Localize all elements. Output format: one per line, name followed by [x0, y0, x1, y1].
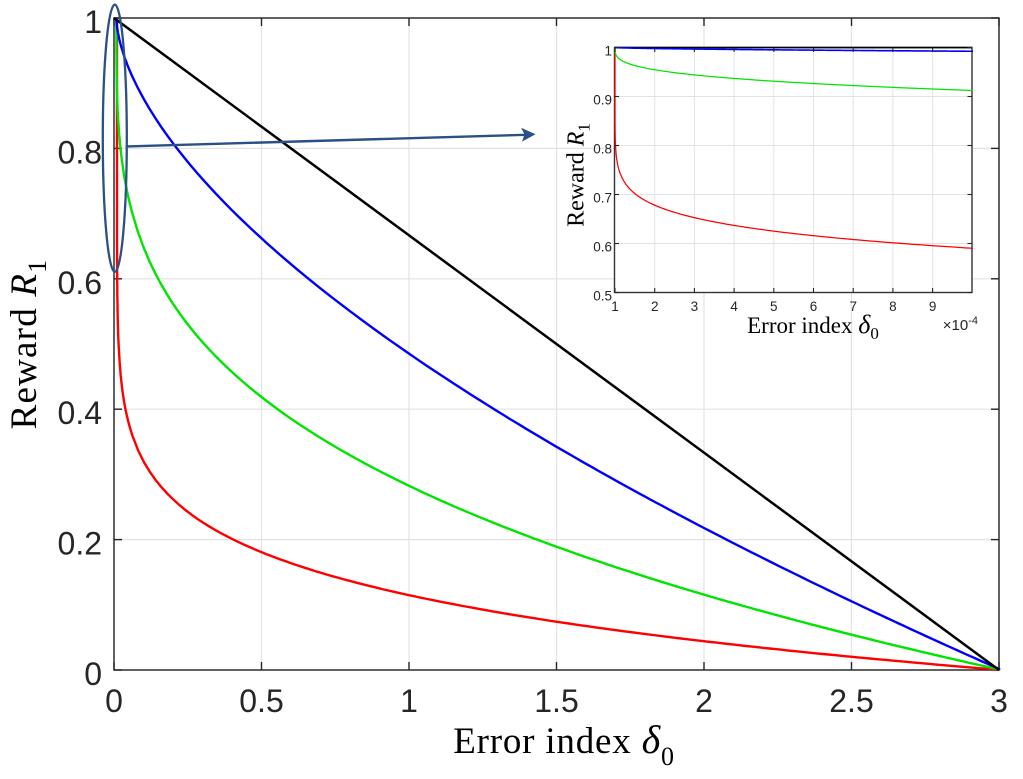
svg-text:0.6: 0.6 — [593, 240, 612, 255]
svg-text:Reward R1: Reward R1 — [4, 259, 52, 430]
svg-text:1: 1 — [611, 299, 619, 314]
svg-text:2.5: 2.5 — [829, 683, 873, 719]
svg-text:1: 1 — [604, 44, 612, 59]
svg-text:0.2: 0.2 — [58, 526, 102, 562]
svg-text:7: 7 — [849, 299, 857, 314]
svg-text:1.5: 1.5 — [534, 683, 578, 719]
svg-text:0.8: 0.8 — [58, 134, 102, 170]
svg-text:0.7: 0.7 — [593, 191, 612, 206]
svg-text:1: 1 — [84, 4, 102, 40]
svg-text:3: 3 — [691, 299, 699, 314]
svg-text:0.5: 0.5 — [239, 683, 283, 719]
svg-text:9: 9 — [929, 299, 937, 314]
svg-text:0.6: 0.6 — [58, 265, 102, 301]
svg-text:0: 0 — [105, 683, 123, 719]
svg-text:0.5: 0.5 — [593, 289, 612, 304]
svg-text:0.9: 0.9 — [593, 93, 612, 108]
svg-text:2: 2 — [695, 683, 713, 719]
svg-text:Reward R1: Reward R1 — [564, 123, 594, 227]
svg-text:0: 0 — [84, 656, 102, 692]
svg-text:8: 8 — [889, 299, 897, 314]
svg-text:3: 3 — [990, 683, 1008, 719]
svg-text:1: 1 — [400, 683, 418, 719]
svg-text:4: 4 — [730, 299, 738, 314]
svg-text:2: 2 — [651, 299, 659, 314]
svg-text:6: 6 — [810, 299, 818, 314]
svg-text:0.8: 0.8 — [593, 142, 612, 157]
svg-text:5: 5 — [770, 299, 778, 314]
svg-text:0.4: 0.4 — [58, 395, 102, 431]
